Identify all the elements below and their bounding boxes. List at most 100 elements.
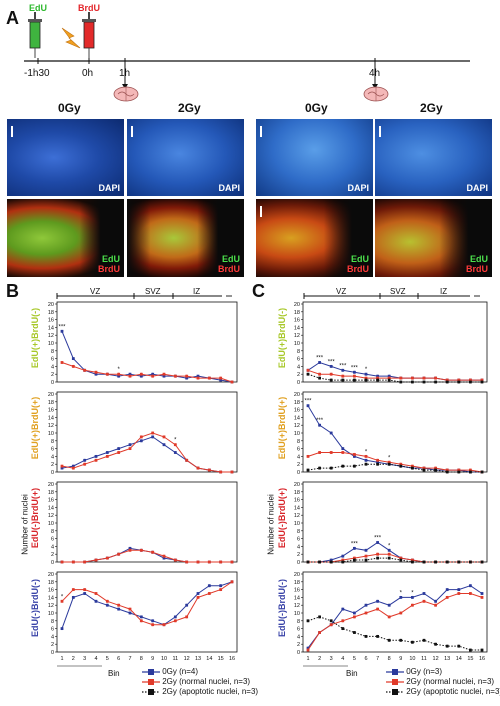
y-tick-label: 4 xyxy=(297,544,300,550)
data-point-2 xyxy=(434,380,437,384)
y-tick-label: 0 xyxy=(51,560,54,566)
data-point-0 xyxy=(364,458,368,462)
x-tick-label: 14 xyxy=(206,656,212,662)
series-line-0 xyxy=(61,581,233,629)
data-point-2 xyxy=(480,470,484,474)
y-tick-label: 6 xyxy=(297,357,300,363)
y-tick-label: 0 xyxy=(297,380,300,386)
y-tick-label: 6 xyxy=(297,627,300,633)
y-tick-label: 18 xyxy=(294,310,300,316)
legend-b-2gy-apoptotic: 2Gy (apoptotic nuclei, n=3) xyxy=(142,687,258,696)
data-point-1 xyxy=(353,615,356,619)
data-point-1 xyxy=(341,374,345,378)
data-point-1 xyxy=(128,374,132,378)
y-tick-label: 14 xyxy=(294,325,300,331)
y-tick-label: 2 xyxy=(297,552,300,558)
data-point-1 xyxy=(83,462,87,466)
legend-c-0gy-text: 0Gy (n=3) xyxy=(406,667,443,676)
data-point-0 xyxy=(128,443,132,447)
data-point-0 xyxy=(341,368,345,372)
x-tick-label: 15 xyxy=(467,656,473,662)
data-point-1 xyxy=(480,378,484,382)
data-point-1 xyxy=(162,554,166,558)
edu-brdu-tag: EdU BrdU xyxy=(466,254,488,274)
data-point-1 xyxy=(411,464,414,468)
x-tick-label: 7 xyxy=(376,656,379,662)
data-point-1 xyxy=(60,560,64,564)
x-tick-label: 4 xyxy=(94,656,97,662)
y-tick-label: 6 xyxy=(297,447,300,453)
data-point-2 xyxy=(469,648,472,652)
data-point-0 xyxy=(196,374,200,378)
y-tick-label: 18 xyxy=(48,580,54,586)
scale-bar xyxy=(11,126,13,137)
brdu-tag: BrdU xyxy=(347,264,369,274)
data-point-1 xyxy=(329,451,333,454)
zone-label-vz: VZ xyxy=(90,287,101,296)
data-point-0 xyxy=(139,439,143,443)
micrograph-dapi-4h-2gy: DAPI xyxy=(375,119,492,196)
data-point-2 xyxy=(387,638,391,642)
x-tick-label: 7 xyxy=(128,656,131,662)
data-point-1 xyxy=(445,378,449,382)
data-point-0 xyxy=(71,596,75,599)
y-tick-label: 12 xyxy=(294,603,300,609)
y-tick-label: 12 xyxy=(294,423,300,429)
data-point-1 xyxy=(185,615,189,619)
panel-label-c: C xyxy=(252,281,265,301)
data-point-0 xyxy=(353,370,356,374)
y-tick-label: 10 xyxy=(48,611,54,617)
series-line-0 xyxy=(61,436,232,473)
data-point-1 xyxy=(162,372,166,376)
data-point-1 xyxy=(94,370,98,374)
data-point-1 xyxy=(117,603,121,607)
subplot-frame xyxy=(302,571,488,653)
micrograph-edu-brdu-1h-0gy: EdU BrdU xyxy=(7,199,124,277)
data-point-1 xyxy=(83,368,87,372)
data-point-1 xyxy=(173,443,177,447)
data-point-1 xyxy=(411,558,414,562)
x-tick-label: 2 xyxy=(318,656,321,662)
brdu-tag: BrdU xyxy=(218,264,240,274)
data-point-0 xyxy=(139,374,143,378)
data-point-0 xyxy=(83,592,87,595)
panel-label-a: A xyxy=(6,8,19,28)
x-tick-label: 15 xyxy=(218,656,224,662)
data-point-1 xyxy=(387,552,391,556)
data-point-2 xyxy=(318,560,321,564)
data-point-0 xyxy=(185,603,189,607)
data-point-2 xyxy=(411,640,414,644)
dapi-tag: DAPI xyxy=(98,183,120,193)
data-point-0 xyxy=(341,447,345,450)
data-point-1 xyxy=(399,556,403,560)
y-tick-label: 12 xyxy=(294,333,300,339)
edu-tag: EdU xyxy=(470,254,488,264)
brdu-syringe-icon xyxy=(82,12,96,58)
data-point-1 xyxy=(117,552,121,556)
x-tick-label: 13 xyxy=(195,656,201,662)
data-point-1 xyxy=(71,365,75,368)
data-point-1 xyxy=(457,378,461,382)
data-point-0 xyxy=(434,599,437,603)
y-tick-label: 14 xyxy=(48,325,54,331)
data-point-0 xyxy=(411,596,414,599)
timeline xyxy=(24,12,470,89)
data-point-1 xyxy=(230,580,234,584)
y-tick-label: 18 xyxy=(294,580,300,586)
data-point-2 xyxy=(341,378,345,382)
data-point-2 xyxy=(353,558,356,562)
data-point-0 xyxy=(60,329,64,333)
data-point-0 xyxy=(151,619,155,623)
y-tick-label: 2 xyxy=(51,642,54,648)
data-point-0 xyxy=(185,376,189,380)
y-tick-label: 20 xyxy=(48,302,54,308)
series-line-1 xyxy=(307,452,483,473)
brdu-tag: BrdU xyxy=(98,264,120,274)
condition-label-4h-2gy: 2Gy xyxy=(420,101,443,115)
data-point-1 xyxy=(60,361,64,364)
data-point-1 xyxy=(151,431,155,435)
data-point-2 xyxy=(376,462,379,466)
data-point-1 xyxy=(83,560,87,564)
data-point-0 xyxy=(162,374,166,378)
